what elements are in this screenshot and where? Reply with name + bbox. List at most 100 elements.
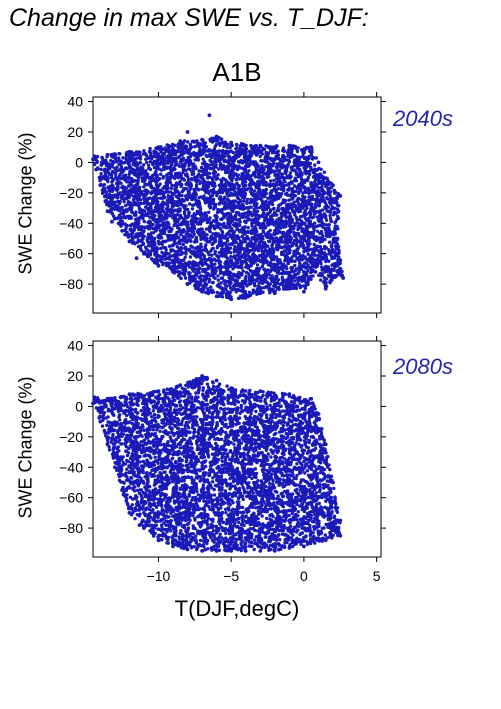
scatter-point bbox=[306, 268, 310, 273]
scatter-point bbox=[188, 278, 192, 282]
scatter-point bbox=[293, 194, 298, 198]
scatter-point bbox=[159, 172, 163, 176]
scatter-point bbox=[297, 183, 301, 187]
scatter-point bbox=[188, 202, 192, 206]
scatter-point bbox=[311, 234, 316, 238]
scatter-point bbox=[161, 176, 165, 180]
scatter-point bbox=[241, 203, 245, 208]
scatter-point bbox=[225, 237, 229, 241]
scatter-point bbox=[264, 144, 268, 148]
scatter-point bbox=[287, 198, 291, 202]
scatter-point bbox=[247, 169, 251, 173]
scatter-point bbox=[239, 288, 243, 293]
scatter-point bbox=[333, 224, 338, 228]
scatter-point bbox=[325, 181, 329, 185]
scatter-point bbox=[228, 259, 233, 263]
scatter-point bbox=[107, 172, 112, 176]
scatter-point bbox=[255, 153, 259, 157]
scatter-point bbox=[243, 259, 248, 264]
scatter-point bbox=[276, 286, 280, 291]
scatter-point bbox=[335, 207, 340, 211]
scatter-point bbox=[291, 146, 295, 150]
scatter-point bbox=[132, 227, 136, 231]
scatter-point bbox=[153, 218, 158, 222]
scatter-point bbox=[273, 283, 277, 287]
scatter-point bbox=[118, 172, 122, 177]
scatter-point bbox=[269, 200, 273, 204]
scatter-point bbox=[169, 175, 173, 179]
scatter-point bbox=[282, 158, 286, 163]
scatter-point bbox=[273, 228, 277, 233]
scatter-point bbox=[288, 237, 293, 241]
scatter-point bbox=[318, 217, 323, 221]
scatter-point bbox=[199, 242, 203, 246]
scatter-point bbox=[322, 214, 326, 219]
scatter-point bbox=[317, 180, 321, 184]
scatter-point bbox=[198, 181, 202, 186]
scatter-point bbox=[124, 223, 128, 227]
scatter-point bbox=[286, 154, 290, 158]
scatter-point bbox=[262, 201, 266, 205]
scatter-point bbox=[252, 189, 257, 193]
scatter-point bbox=[229, 255, 233, 259]
scatter-point bbox=[303, 266, 308, 270]
scatter-point bbox=[278, 180, 282, 184]
scatter-point bbox=[137, 227, 141, 232]
scatter-point bbox=[286, 163, 290, 167]
scatter-point bbox=[294, 160, 298, 165]
scatter-point bbox=[253, 225, 257, 229]
scatter-point bbox=[228, 283, 232, 287]
scatter-point bbox=[124, 173, 128, 177]
scatter-point bbox=[245, 206, 249, 210]
scatter-point bbox=[244, 274, 248, 279]
scatter-point bbox=[167, 165, 171, 170]
scatter-point bbox=[168, 214, 172, 218]
scatter-point bbox=[144, 160, 149, 165]
scatter-point bbox=[204, 283, 208, 288]
scatter-point bbox=[326, 209, 331, 213]
scatter-point bbox=[187, 235, 191, 239]
scatter-point bbox=[271, 163, 275, 168]
scatter-point bbox=[303, 284, 308, 288]
scatter-point bbox=[220, 295, 225, 299]
scatter-point bbox=[218, 222, 222, 226]
scatter-point bbox=[188, 249, 193, 253]
scatter-point bbox=[288, 234, 292, 238]
scatter-point bbox=[120, 219, 125, 223]
scatter-point bbox=[129, 206, 133, 211]
scatter-point bbox=[232, 157, 236, 161]
scatter-point bbox=[258, 167, 262, 171]
scatter-point bbox=[300, 172, 304, 177]
scatter-point bbox=[180, 216, 184, 220]
scatter-point bbox=[279, 215, 284, 219]
scatter-point bbox=[290, 255, 294, 259]
scatter-point bbox=[188, 271, 192, 275]
scatter-point bbox=[175, 245, 179, 249]
scatter-point bbox=[195, 139, 199, 143]
scatter-point bbox=[241, 207, 245, 211]
scatter-point bbox=[217, 265, 221, 269]
scatter-point bbox=[217, 156, 221, 160]
scatter-point bbox=[270, 243, 274, 248]
scatter-point bbox=[297, 168, 302, 172]
scatter-point bbox=[129, 229, 133, 233]
scatter-point bbox=[174, 189, 178, 193]
scatter-point bbox=[183, 214, 188, 218]
scatter-point bbox=[319, 278, 323, 282]
scatter-point bbox=[168, 238, 172, 242]
scatter-point bbox=[157, 177, 161, 181]
scatter-point bbox=[213, 190, 217, 194]
scatter-point bbox=[172, 223, 176, 228]
scatter-point bbox=[117, 213, 122, 217]
scatter-point bbox=[234, 249, 238, 253]
scatter-point bbox=[283, 258, 287, 263]
scatter-point bbox=[207, 256, 212, 260]
scatter-point bbox=[328, 213, 332, 218]
scatter-point bbox=[260, 281, 264, 285]
scatter-point bbox=[94, 167, 98, 172]
scatter-point bbox=[311, 155, 315, 160]
scatter-point bbox=[196, 284, 201, 288]
scatter-point bbox=[153, 236, 157, 241]
scatter-point bbox=[266, 244, 270, 248]
scatter-point bbox=[132, 179, 136, 183]
